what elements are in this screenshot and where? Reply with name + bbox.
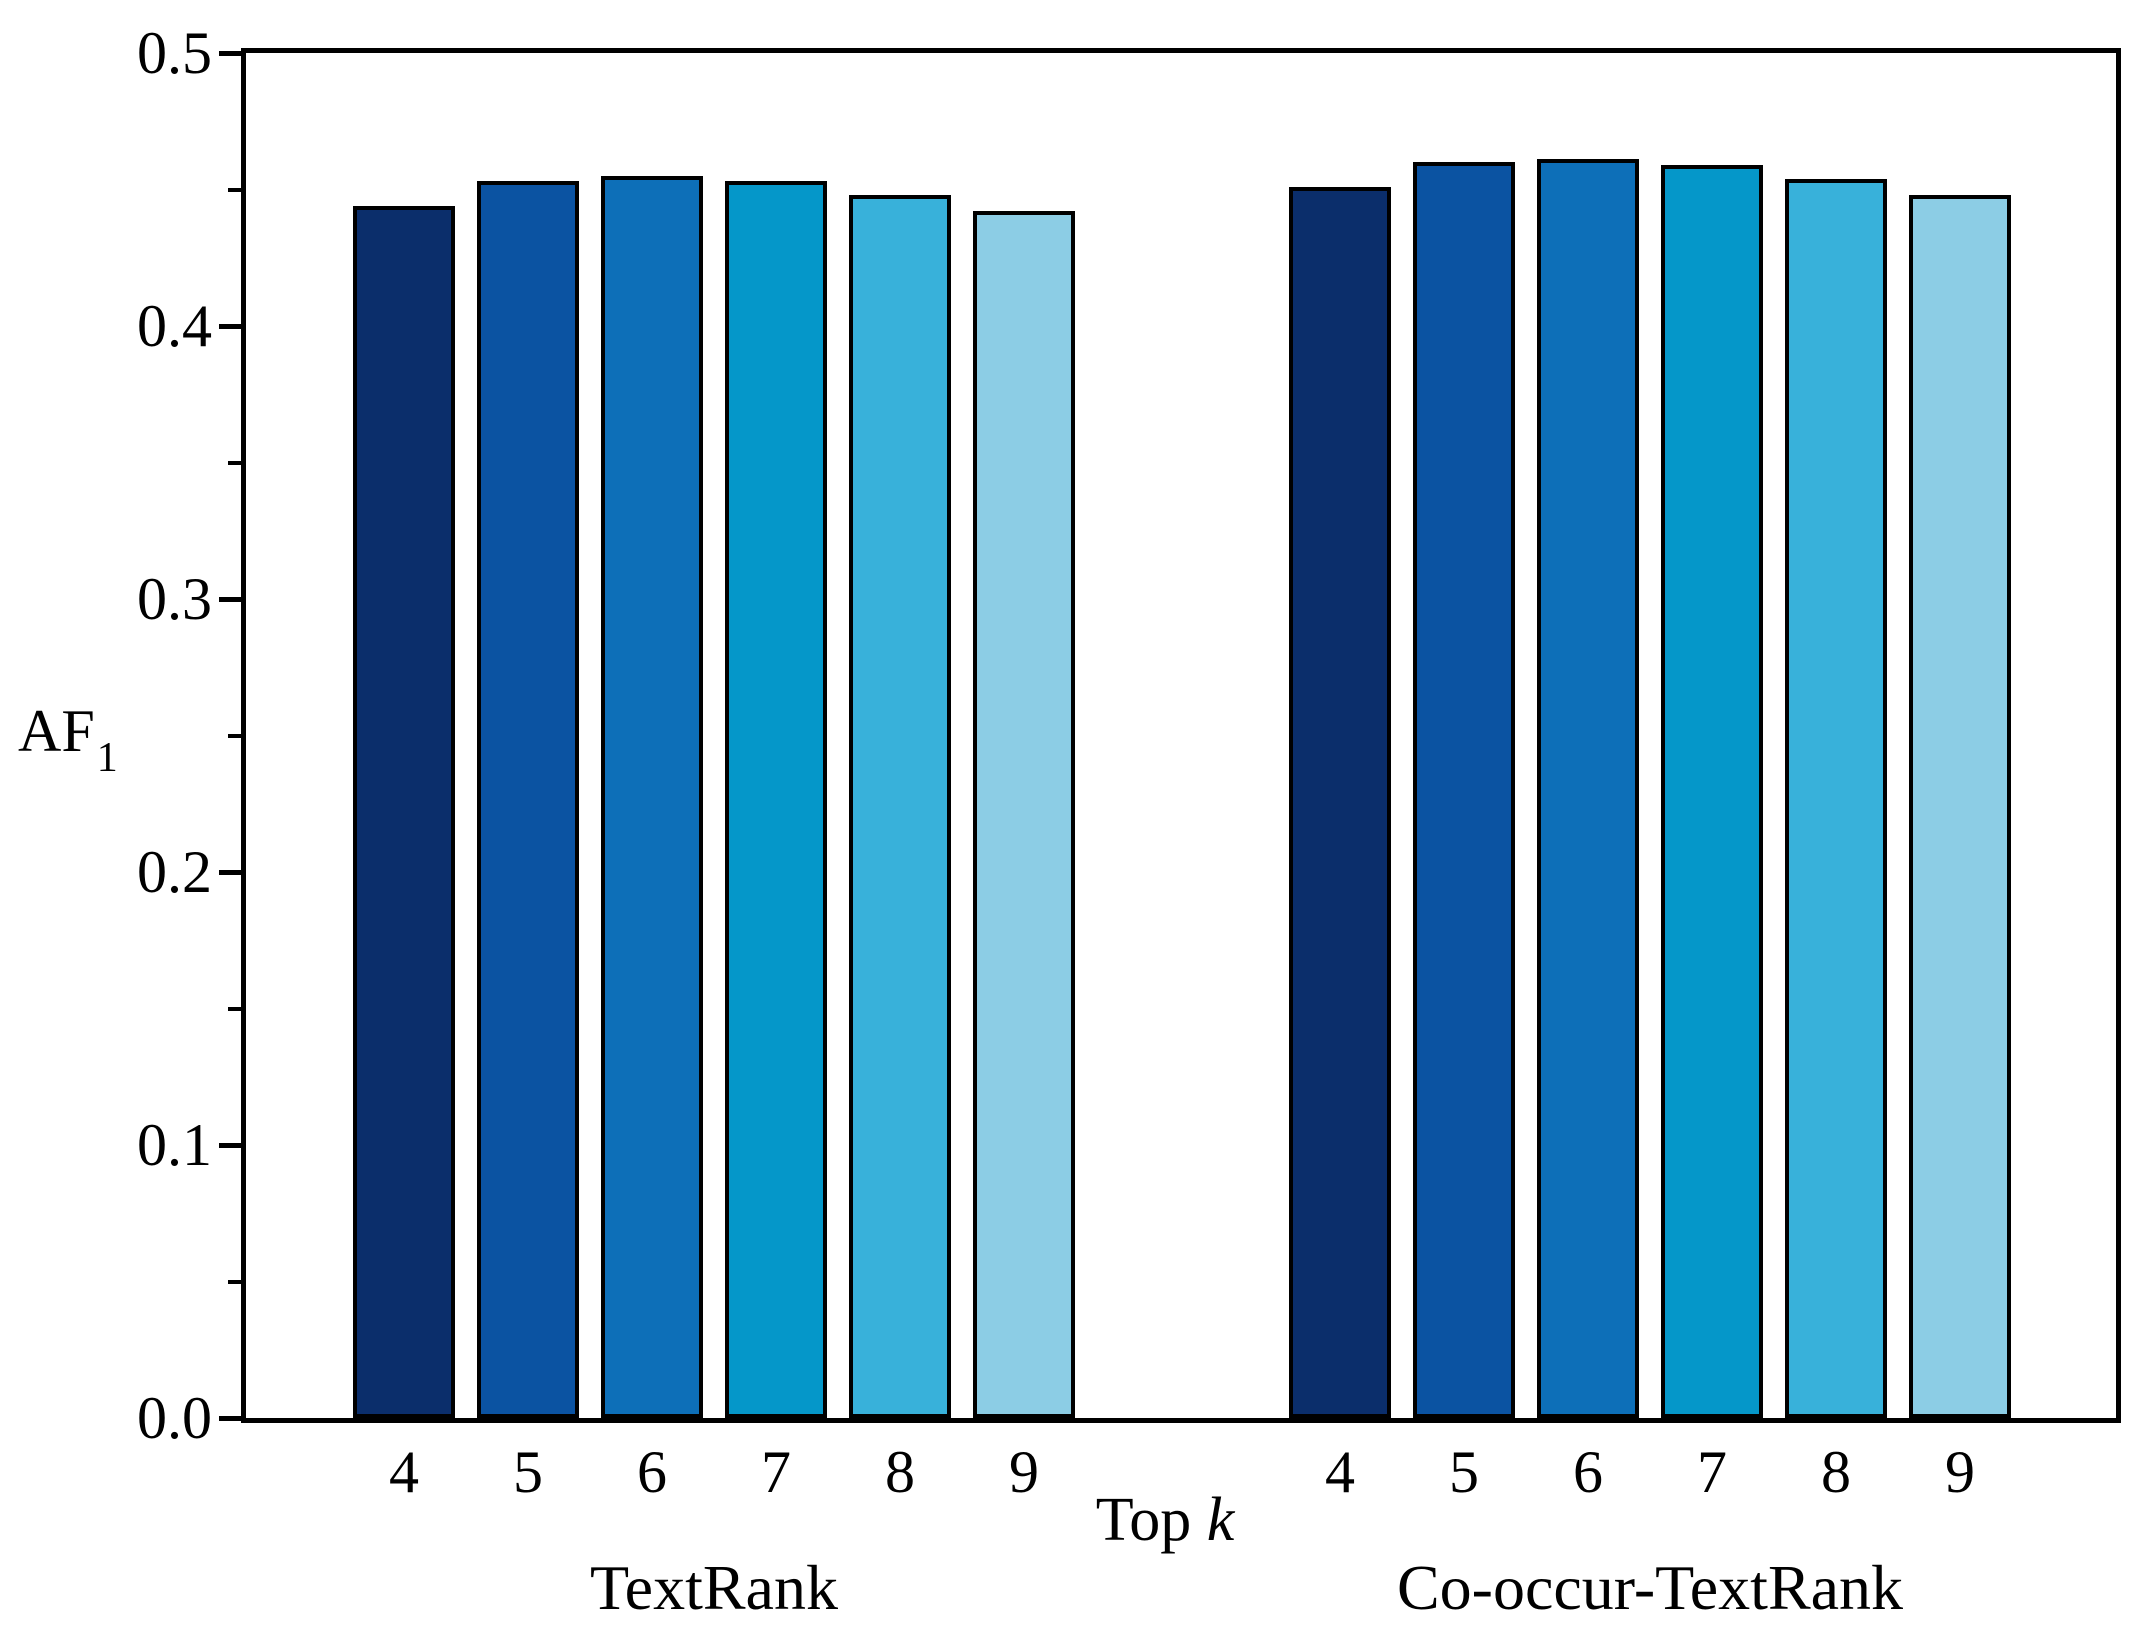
y-minor-tick: [228, 734, 241, 738]
bar-textrank-k6: [601, 176, 703, 1418]
y-major-tick: [219, 1143, 241, 1148]
x-tick-label: 8: [1821, 1439, 1851, 1505]
bar-textrank-k4: [353, 206, 455, 1418]
y-minor-tick: [228, 461, 241, 465]
x-tick-label: 9: [1009, 1439, 1039, 1505]
x-tick-label: 7: [1697, 1439, 1727, 1505]
x-tick-label: 4: [1325, 1439, 1355, 1505]
y-major-tick: [219, 324, 241, 329]
bar-co-occur-textrank-k5: [1413, 162, 1515, 1418]
y-tick-label: 0.2: [137, 839, 212, 905]
bar-co-occur-textrank-k7: [1661, 165, 1763, 1418]
y-minor-tick: [228, 1280, 241, 1284]
bar-textrank-k9: [973, 211, 1075, 1418]
group-label-textrank: TextRank: [590, 1552, 838, 1623]
x-tick-label: 9: [1945, 1439, 1975, 1505]
y-tick-label: 0.4: [137, 293, 212, 359]
group-label-co-occur-textrank: Co-occur-TextRank: [1396, 1552, 1904, 1623]
y-major-tick: [219, 870, 241, 875]
x-tick-label: 6: [637, 1439, 667, 1505]
y-major-tick: [219, 51, 241, 56]
x-axis-title: Top k: [1015, 1489, 1315, 1551]
y-minor-tick: [228, 188, 241, 192]
bar-textrank-k8: [849, 195, 951, 1418]
x-tick-label: 6: [1573, 1439, 1603, 1505]
y-major-tick: [219, 1416, 241, 1421]
plot-area: [219, 48, 2121, 1423]
bar-co-occur-textrank-k4: [1289, 187, 1391, 1418]
y-tick-label: 0.3: [137, 566, 212, 632]
bar-co-occur-textrank-k9: [1909, 195, 2011, 1418]
y-major-tick: [219, 597, 241, 602]
x-tick-label: 7: [761, 1439, 791, 1505]
x-tick-label: 5: [1449, 1439, 1479, 1505]
y-axis-title: AF1: [18, 698, 118, 781]
bar-textrank-k5: [477, 181, 579, 1418]
y-axis-title-base: AF: [18, 698, 95, 764]
y-minor-tick: [228, 1007, 241, 1011]
y-tick-label: 0.0: [137, 1385, 212, 1451]
x-tick-label: 5: [513, 1439, 543, 1505]
y-axis-title-subscript: 1: [96, 735, 118, 781]
x-tick-label: 8: [885, 1439, 915, 1505]
x-axis-title-prefix: Top: [1095, 1486, 1192, 1554]
bar-co-occur-textrank-k6: [1537, 159, 1639, 1418]
y-tick-label: 0.1: [137, 1112, 212, 1178]
bar-co-occur-textrank-k8: [1785, 179, 1887, 1418]
y-tick-label: 0.5: [137, 20, 212, 86]
x-axis-title-k: k: [1206, 1486, 1235, 1554]
bar-textrank-k7: [725, 181, 827, 1418]
x-tick-label: 4: [389, 1439, 419, 1505]
